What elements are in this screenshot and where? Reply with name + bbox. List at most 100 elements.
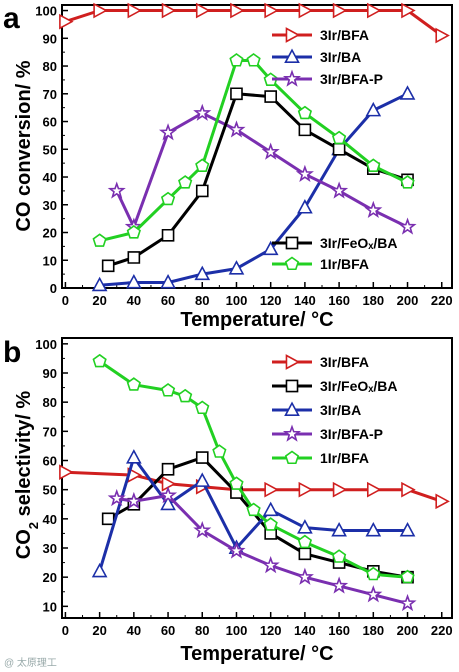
panel-a-series-3ir-bfa-p-point xyxy=(158,123,178,141)
panel-b-series-1ir-bfa-point xyxy=(400,569,415,584)
panel-a-series-1ir-bfa-point xyxy=(366,158,381,172)
panel-b-series-3ir-ba-point xyxy=(160,495,176,511)
panel-b-series-3ir-bfa-point xyxy=(401,481,416,498)
panel-a-series-3ir-bfa-p-point xyxy=(107,181,126,199)
panel-b-x-tick-label: 20 xyxy=(92,623,106,638)
panel-a-series-3ir-ba-point xyxy=(160,273,176,289)
panel-b-series-1ir-bfa-point xyxy=(366,566,381,581)
panel-b-series-1ir-bfa-point xyxy=(212,444,227,458)
panel-a-series-3ir-bfa-point xyxy=(264,2,279,19)
legend-label: 3Ir/FeOₓ/BA xyxy=(320,235,397,251)
panel-b-series-1ir-bfa-point xyxy=(126,377,141,391)
panel-a-x-tick-label: 0 xyxy=(62,293,69,308)
panel-b-series-3ir-ba-point xyxy=(331,521,347,537)
panel-b-series-3ir-bfa-p-point xyxy=(261,555,280,574)
panel-b-series-3ir-bfa-p-point xyxy=(364,585,383,603)
legend-marker-swatch xyxy=(284,401,300,416)
panel-a-y-tick-label: 60 xyxy=(43,115,57,130)
panel-b-series-3ir-bfa-point xyxy=(435,493,450,510)
panel-a-series-1ir-bfa-point xyxy=(92,233,107,247)
panel-b-series-1ir-bfa-point xyxy=(246,502,261,517)
legend-marker-swatch xyxy=(285,236,299,250)
legend-label: 3Ir/BFA-P xyxy=(320,426,383,442)
panel-b-series-3ir-bfa-p-point xyxy=(158,485,178,504)
panel-b-series-3ir-bfa-p-point xyxy=(398,593,417,612)
panel-a-series-3ir-ba-point xyxy=(365,101,382,117)
panel-a-series-1ir-bfa-line xyxy=(99,59,409,243)
panel-a-y-axis-title: CO conversion/ % xyxy=(13,60,35,231)
panel-b-letter: b xyxy=(3,336,21,369)
panel-a-x-tick-label: 220 xyxy=(431,293,453,308)
panel-a-letter: a xyxy=(3,2,20,35)
panel-b-y-axis-title: CO2 selectivity/ % xyxy=(13,391,41,560)
panel-a-series-3ir-bfa-point xyxy=(161,2,177,19)
panel-b-x-tick-label: 40 xyxy=(127,623,141,638)
panel-a-series-1ir-bfa-point xyxy=(400,175,415,189)
panel-a-series-3ir-ba-point xyxy=(262,240,279,256)
panel-b-x-tick-label: 0 xyxy=(62,623,69,638)
panel-b-series-3ir-feox-ba-point xyxy=(195,451,209,464)
panel-a-x-tick-label: 80 xyxy=(195,293,209,308)
panel-b-series-1ir-bfa xyxy=(92,353,415,584)
legend-label: 3Ir/BFA xyxy=(320,354,369,370)
panel-a-series-3ir-feox-ba-point xyxy=(101,259,115,273)
panel-a-x-tick-label: 100 xyxy=(226,293,248,308)
panel-b-y-tick-label: 10 xyxy=(43,599,57,614)
panel-b-series-3ir-ba-point xyxy=(91,562,108,578)
panel-a-x-tick-label: 200 xyxy=(397,293,419,308)
panel-a-series-3ir-feox-ba-point xyxy=(264,90,278,103)
legend-marker-swatch xyxy=(285,27,301,43)
legend-label: 3Ir/FeOₓ/BA xyxy=(320,378,397,394)
panel-b-series-1ir-bfa-point xyxy=(263,517,278,531)
panel-b-series-1ir-bfa-point xyxy=(297,534,313,549)
panel-b-series-1ir-bfa-point xyxy=(229,476,244,490)
legend-marker-swatch xyxy=(285,354,301,370)
panel-a-legend-entry-3ir-bfa-p: 3Ir/BFA-P xyxy=(272,69,383,87)
panel-a-y-tick-label: 20 xyxy=(43,226,57,241)
panel-b-series-1ir-bfa-point xyxy=(160,383,176,397)
panel-b-series-3ir-bfa-p-point xyxy=(295,567,314,585)
panel-a-series-3ir-feox-ba-point xyxy=(230,87,243,101)
panel-a-series-1ir-bfa-point xyxy=(178,175,193,189)
panel-b-y-tick-label: 20 xyxy=(43,570,57,585)
legend-label: 3Ir/BFA xyxy=(320,27,369,43)
panel-a-series-3ir-ba-line xyxy=(99,92,409,287)
panel-b-series-1ir-bfa-point xyxy=(331,549,347,563)
legend-label: 3Ir/BA xyxy=(320,49,361,65)
panel-b-y-tick-label: 90 xyxy=(43,366,57,381)
panel-a-x-tick-label: 140 xyxy=(294,293,316,308)
panel-b-x-tick-label: 200 xyxy=(397,623,419,638)
panel-a-legend-2: 3Ir/FeOₓ/BA 1Ir/BFA xyxy=(272,235,397,272)
panel-a-legend-entry-3ir-bfa: 3Ir/BFA xyxy=(272,27,369,43)
panel-a-y-tick-label: 40 xyxy=(43,170,57,185)
panel-a-x-tick-label: 20 xyxy=(92,293,106,308)
panel-b-series-3ir-bfa-point xyxy=(366,481,382,498)
panel-b-series-3ir-bfa-p xyxy=(107,485,417,612)
legend-marker-swatch xyxy=(284,48,300,63)
panel-a-series-3ir-feox-ba-line xyxy=(107,92,408,268)
panel-b-series-3ir-bfa-point xyxy=(264,481,279,498)
panel-a-series-3ir-bfa-line xyxy=(64,9,443,37)
panel-a-series-3ir-bfa-p-point xyxy=(227,120,246,138)
panel-b-series-3ir-bfa-p-point xyxy=(107,488,126,507)
panel-b-series-1ir-bfa-point xyxy=(178,388,193,403)
panel-b-series-3ir-ba-point xyxy=(399,521,416,537)
panel-b-series-3ir-feox-ba-point xyxy=(161,462,175,476)
panel-a-y-tick-label: 30 xyxy=(43,198,57,213)
panel-a-series-1ir-bfa-point xyxy=(297,105,313,120)
panel-a-legend-1: 3Ir/BFA 3Ir/BA 3Ir/BFA-P xyxy=(272,27,383,87)
panel-a-plot-frame xyxy=(61,4,453,289)
panel-b-series-3ir-feox-ba-point xyxy=(298,547,312,561)
panel-b-legend-entry-3ir-bfa-p: 3Ir/BFA-P xyxy=(272,424,383,442)
panel-b-y-tick-label: 30 xyxy=(43,541,57,556)
panel-a-series-3ir-bfa-point xyxy=(435,27,450,44)
panel-a-series-3ir-feox-ba-point xyxy=(195,184,209,198)
panel-b-y-tick-label: 60 xyxy=(43,454,57,469)
panel-b-series-3ir-ba-point xyxy=(194,472,211,487)
panel-b-series-3ir-bfa-p-point xyxy=(330,576,349,594)
panel-b-series-3ir-ba-line xyxy=(98,456,408,572)
panel-b-x-axis-title: Temperature/ °C xyxy=(180,643,333,665)
panel-a-series-3ir-bfa-p-point xyxy=(193,103,212,121)
panel-b-x-tick-label: 100 xyxy=(226,623,248,638)
